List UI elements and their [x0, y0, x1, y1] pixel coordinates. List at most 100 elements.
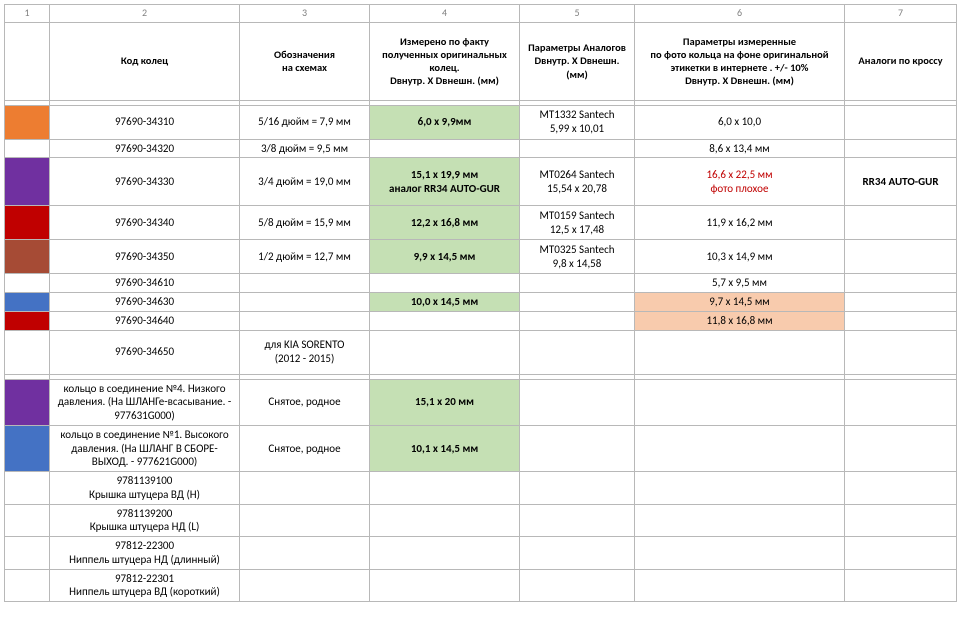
row-97812-22300: 97812-22300Ниппель штуцера НД (длинный): [5, 537, 957, 570]
code: 97812-22300Ниппель штуцера НД (длинный): [50, 537, 240, 570]
cross: [845, 206, 957, 240]
swatch-orange: [5, 105, 50, 139]
code: 97690-34630: [50, 293, 240, 312]
row-34630: 97690-34630 10,0 x 14,5 мм 9,7 x 14,5 мм: [5, 293, 957, 312]
row-34350: 97690-34350 1/2 дюйм = 12,7 мм 9,9 x 14,…: [5, 240, 957, 274]
coln-3: 3: [240, 5, 370, 23]
scheme: Снятое, родное: [240, 425, 370, 471]
scheme: Снятое, родное: [240, 379, 370, 425]
cross: RR34 AUTO-GUR: [845, 158, 957, 206]
photo: 11,9 x 16,2 мм: [635, 206, 845, 240]
analog: MT0159 Santech12,5 x 17,48: [520, 206, 635, 240]
analog: [520, 311, 635, 330]
swatch-empty: [5, 139, 50, 158]
swatch-blue: [5, 293, 50, 312]
cross: [845, 311, 957, 330]
hdr-c6: Параметры измеренныепо фото кольца на фо…: [635, 22, 845, 100]
swatch-empty: [5, 274, 50, 293]
code: 97690-34340: [50, 206, 240, 240]
swatch-red: [5, 311, 50, 330]
row-34650: 97690-34650 для KIA SORENTO(2012 - 2015): [5, 330, 957, 374]
photo: 11,8 x 16,8 мм: [635, 311, 845, 330]
analog: [520, 379, 635, 425]
measured: [370, 139, 520, 158]
swatch-purple: [5, 158, 50, 206]
analog: [520, 139, 635, 158]
row-9781139200: 9781139200Крышка штуцера НД (L): [5, 504, 957, 537]
code: 97690-34640: [50, 311, 240, 330]
code: 97690-34610: [50, 274, 240, 293]
cross: [845, 240, 957, 274]
analog: [520, 274, 635, 293]
code: кольцо в соединение №1. Высокого давлени…: [50, 425, 240, 471]
hdr-c1: [5, 22, 50, 100]
photo: 5,7 x 9,5 мм: [635, 274, 845, 293]
code: 9781139200Крышка штуцера НД (L): [50, 504, 240, 537]
row-conn-1: кольцо в соединение №1. Высокого давлени…: [5, 425, 957, 471]
rings-table: 1 2 3 4 5 6 7 Код колец Обозначенияна сх…: [4, 4, 957, 602]
cross: [845, 425, 957, 471]
coln-7: 7: [845, 5, 957, 23]
measured: 15,1 x 20 мм: [370, 379, 520, 425]
scheme: [240, 274, 370, 293]
photo: [635, 330, 845, 374]
scheme: [240, 293, 370, 312]
photo: 9,7 x 14,5 мм: [635, 293, 845, 312]
hdr-c7: Аналоги по кроссу: [845, 22, 957, 100]
photo: 8,6 x 13,4 мм: [635, 139, 845, 158]
swatch-blue: [5, 425, 50, 471]
measured: [370, 311, 520, 330]
cross: [845, 330, 957, 374]
measured: 6,0 x 9,9мм: [370, 105, 520, 139]
swatch-purple: [5, 379, 50, 425]
scheme: 5/16 дюйм = 7,9 мм: [240, 105, 370, 139]
hdr-c4: Измерено по факту полученных оригинальны…: [370, 22, 520, 100]
coln-5: 5: [520, 5, 635, 23]
hdr-c2: Код колец: [50, 22, 240, 100]
coln-1: 1: [5, 5, 50, 23]
cross: [845, 379, 957, 425]
scheme: 3/4 дюйм = 19,0 мм: [240, 158, 370, 206]
photo: 16,6 x 22,5 ммфото плохое: [635, 158, 845, 206]
scheme: для KIA SORENTO(2012 - 2015): [240, 330, 370, 374]
swatch-red: [5, 206, 50, 240]
cross: [845, 105, 957, 139]
analog: [520, 425, 635, 471]
analog: MT0264 Santech15,54 x 20,78: [520, 158, 635, 206]
analog: MT0325 Santech9,8 x 14,58: [520, 240, 635, 274]
hdr-c3: Обозначенияна схемах: [240, 22, 370, 100]
coln-2: 2: [50, 5, 240, 23]
measured: [370, 274, 520, 293]
measured: 12,2 x 16,8 мм: [370, 206, 520, 240]
header-row: Код колец Обозначенияна схемах Измерено …: [5, 22, 957, 100]
row-34640: 97690-34640 11,8 x 16,8 мм: [5, 311, 957, 330]
photo: 6,0 x 10,0: [635, 105, 845, 139]
measured: 10,0 x 14,5 мм: [370, 293, 520, 312]
code: 97690-34350: [50, 240, 240, 274]
cross: [845, 293, 957, 312]
measured: 9,9 x 14,5 мм: [370, 240, 520, 274]
row-97812-22301: 97812-22301Ниппель штуцера ВД (короткий): [5, 569, 957, 602]
cross: [845, 274, 957, 293]
photo: [635, 425, 845, 471]
code: кольцо в соединение №4. Низкого давления…: [50, 379, 240, 425]
code: 97690-34330: [50, 158, 240, 206]
measured: [370, 330, 520, 374]
code: 97690-34310: [50, 105, 240, 139]
analog: [520, 293, 635, 312]
coln-4: 4: [370, 5, 520, 23]
row-34340: 97690-34340 5/8 дюйм = 15,9 мм 12,2 x 16…: [5, 206, 957, 240]
analog: MT1332 Santech5,99 x 10,01: [520, 105, 635, 139]
photo: [635, 379, 845, 425]
hdr-c5: Параметры АналоговDвнутр. X Dвнешн. (мм): [520, 22, 635, 100]
analog: [520, 330, 635, 374]
swatch-brown: [5, 240, 50, 274]
swatch-empty: [5, 330, 50, 374]
scheme: 3/8 дюйм = 9,5 мм: [240, 139, 370, 158]
column-numbers: 1 2 3 4 5 6 7: [5, 5, 957, 23]
row-34610: 97690-34610 5,7 x 9,5 мм: [5, 274, 957, 293]
code: 9781139100Крышка штуцера ВД (H): [50, 472, 240, 505]
row-34330: 97690-34330 3/4 дюйм = 19,0 мм 15,1 x 19…: [5, 158, 957, 206]
photo: 10,3 x 14,9 мм: [635, 240, 845, 274]
scheme: [240, 311, 370, 330]
